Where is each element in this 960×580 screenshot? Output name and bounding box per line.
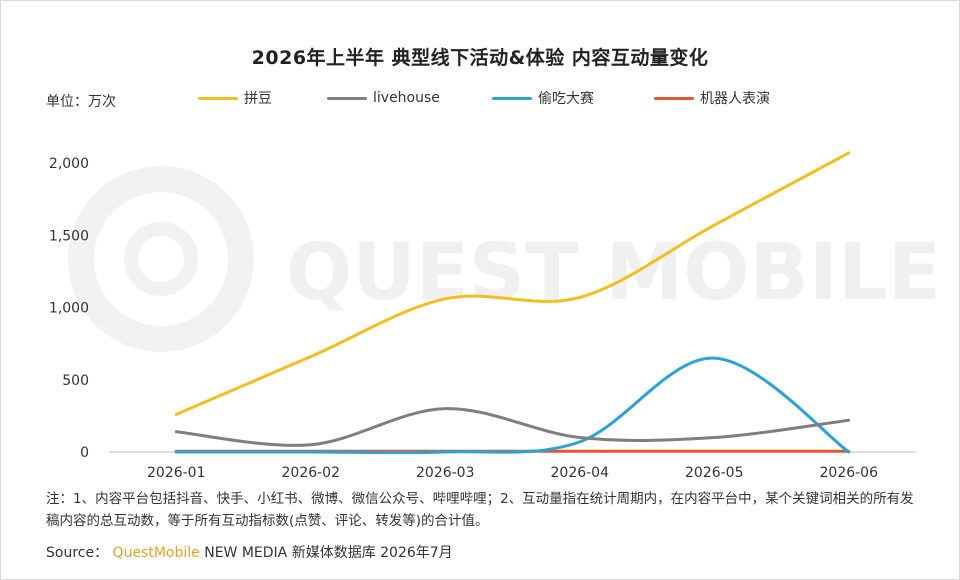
legend-label-robot: 机器人表演: [700, 91, 770, 107]
y-tick-label: 0: [80, 445, 89, 461]
y-tick-label: 2,000: [49, 156, 89, 172]
x-tick-label: 2026-04: [551, 465, 610, 481]
legend-item-pindou: 拼豆: [198, 87, 272, 109]
footnote: 注：1、内容平台包括抖音、快手、小红书、微博、微信公众号、哔哩哔哩；2、互动量指…: [46, 491, 914, 529]
y-tick-label: 500: [62, 373, 89, 389]
source-brand: QuestMobile: [112, 545, 200, 561]
unit-label: 单位：万次: [46, 94, 116, 110]
legend-swatch-touchi: [492, 96, 532, 100]
legend-swatch-livehouse: [327, 96, 367, 100]
legend-item-robot: 机器人表演: [654, 87, 770, 109]
watermark-logo-inner-icon: [124, 222, 198, 296]
x-tick-label: 2026-02: [282, 465, 341, 481]
series-line-livehouse: [174, 407, 851, 447]
series-line-pindou: [174, 151, 851, 416]
source-label: Source：: [46, 545, 109, 561]
x-tick-label: 2026-05: [685, 465, 744, 481]
legend-label-touchi: 偷吃大赛: [538, 91, 594, 107]
x-tick-label: 2026-06: [820, 465, 879, 481]
legend-label-livehouse: livehouse: [373, 90, 440, 106]
line-chart: QUEST MOBILE 0 500 1,000 1,500 2,000 2026-01 20…: [49, 151, 941, 481]
x-tick-label: 2026-03: [416, 465, 475, 481]
x-tick-label: 2026-01: [147, 465, 206, 481]
legend-swatch-pindou: [198, 96, 238, 100]
legend-item-livehouse: livehouse: [327, 87, 440, 109]
watermark-text: QUEST MOBILE: [286, 228, 941, 318]
series-line-touchi: [174, 356, 851, 455]
legend-item-touchi: 偷吃大赛: [492, 87, 594, 109]
source-line: Source： QuestMobile NEW MEDIA 新媒体数据库 202…: [46, 542, 453, 562]
source-rest: NEW MEDIA 新媒体数据库 2026年7月: [204, 545, 453, 561]
y-tick-label: 1,500: [49, 228, 89, 244]
y-tick-label: 1,000: [49, 301, 89, 317]
legend-label-pindou: 拼豆: [244, 91, 272, 107]
legend-swatch-robot: [654, 96, 694, 100]
watermark-logo-icon: [68, 166, 254, 352]
chart-title: 2026年上半年 典型线下活动&体验 内容互动量变化: [251, 47, 709, 69]
